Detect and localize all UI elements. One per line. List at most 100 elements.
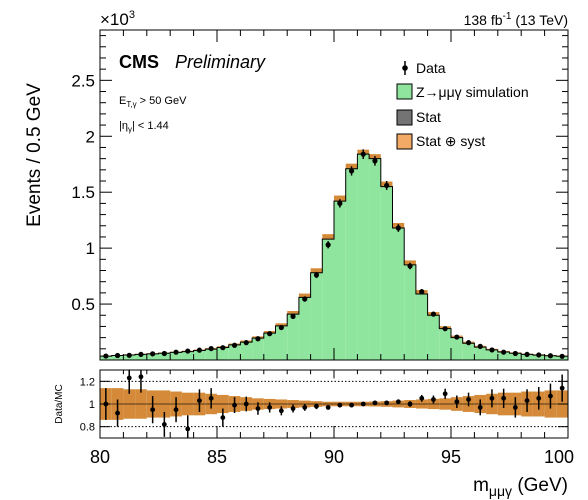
x-tick-label: 80: [90, 447, 110, 467]
data-point: [255, 336, 261, 342]
ratio-point: [126, 375, 132, 381]
simulation-bin: [217, 347, 229, 360]
simulation-bin: [509, 353, 522, 360]
lumi-rest: (13 TeV): [511, 12, 568, 28]
lumi-label: 138 fb-1 (13 TeV): [464, 11, 568, 28]
simulation-bin: [298, 297, 311, 360]
x-axis-title-rest: (GeV): [512, 475, 568, 496]
simulation-bin: [181, 351, 194, 360]
simulation-bin: [158, 353, 171, 360]
x-tick-label: 90: [324, 447, 344, 467]
simulation-bin: [357, 154, 370, 360]
ratio-point: [243, 401, 249, 407]
x-axis-title: mμμγ (GeV): [473, 475, 568, 499]
x-tick-label: 95: [441, 447, 461, 467]
x-tick-label: 100: [544, 447, 574, 467]
ratio-point: [384, 400, 390, 406]
lumi-main: 138 fb: [464, 12, 503, 28]
data-point: [524, 351, 530, 358]
data-point: [325, 242, 331, 248]
photon-et-cut-sub: T,γ: [126, 100, 136, 109]
simulation-bin: [322, 239, 334, 360]
simulation-bin: [334, 201, 346, 360]
legend-simulation-label: Z→μμγ simulation: [416, 84, 529, 100]
y-tick-label: 0.5: [71, 295, 95, 314]
status-label: Preliminary: [175, 52, 266, 72]
photon-eta-cut-rest: | < 1.44: [132, 120, 169, 132]
cms-label: CMS: [119, 52, 159, 72]
simulation-bin: [170, 352, 182, 360]
ratio-point: [173, 407, 179, 413]
simulation-bin: [521, 354, 533, 360]
data-point: [208, 345, 214, 352]
legend-data-marker: [402, 65, 408, 71]
legend-stat-swatch: [396, 109, 413, 126]
legend-data-label: Data: [416, 60, 446, 76]
legend-stat-label: Stat: [416, 109, 441, 125]
ratio-point: [337, 402, 343, 408]
ratio-point: [267, 405, 273, 410]
ratio-point: [255, 406, 261, 411]
main-plot-panel: 0.5 1 1.5 2 2.5 ×103 138 fb-1 (13 TeV) CMS P…: [24, 9, 569, 361]
ratio-point: [349, 402, 354, 408]
simulation-bin: [228, 344, 241, 360]
ratio-point: [524, 398, 530, 403]
data-point: [501, 349, 507, 355]
ratio-y-axis-title: Data/MC: [54, 384, 65, 423]
simulation-bin: [205, 349, 217, 360]
data-point: [337, 200, 343, 206]
y-tick-label: 2: [86, 127, 95, 146]
data-point: [173, 349, 179, 355]
legend-simulation-swatch: [396, 83, 413, 100]
data-point: [150, 351, 156, 357]
data-points-layer: [103, 149, 565, 359]
simulation-bin: [369, 158, 381, 360]
ratio-point: [278, 408, 284, 414]
legend-syst-swatch: [396, 133, 413, 150]
data-point: [114, 352, 121, 359]
ratio-point: [559, 385, 565, 391]
ratio-point: [372, 400, 378, 406]
photon-et-cut-rest: > 50 GeV: [137, 95, 188, 107]
ratio-point: [466, 397, 471, 402]
simulation-bin: [193, 350, 206, 360]
ratio-point: [512, 405, 518, 410]
x-axis-title-main: m: [473, 475, 489, 496]
photon-et-cut: ET,γ > 50 GeV: [119, 95, 187, 109]
simulation-bin: [474, 347, 487, 360]
simulation-bin: [345, 168, 358, 360]
simulation-bin: [427, 315, 440, 360]
data-point: [372, 158, 378, 164]
simulation-bin: [439, 328, 451, 360]
ratio-point: [489, 395, 495, 401]
data-point: [536, 352, 542, 358]
simulation-bin: [146, 353, 159, 360]
data-point: [138, 351, 144, 358]
ratio-plot-panel: 0.8 1 1.2 80 85 90 95 100 Data/MC mμμγ (GeV): [54, 369, 574, 499]
data-point: [290, 313, 296, 319]
data-point: [302, 296, 308, 302]
simulation-bin: [451, 337, 463, 360]
simulation-bin: [415, 294, 428, 360]
ratio-x-ticks: 80 85 90 95 100: [90, 370, 574, 467]
ratio-point: [442, 391, 448, 397]
data-point: [313, 272, 320, 278]
simulation-bin: [310, 272, 323, 360]
main-x-ticks: [122, 30, 546, 360]
data-point: [465, 340, 472, 346]
data-point: [547, 353, 554, 359]
main-y-ticks: 0.5 1 1.5 2 2.5: [71, 35, 568, 350]
y-multiplier: ×103: [100, 9, 135, 29]
ratio-point: [115, 410, 120, 416]
data-point: [243, 340, 249, 346]
data-point: [348, 168, 355, 174]
simulation-bin: [263, 333, 276, 360]
ratio-point: [208, 395, 214, 401]
x-axis-title-sub: μμγ: [489, 483, 512, 499]
simulation-bin: [287, 314, 299, 360]
ratio-point: [314, 403, 319, 409]
ratio-point: [454, 399, 460, 405]
ratio-point: [185, 426, 191, 432]
data-point: [512, 350, 518, 357]
